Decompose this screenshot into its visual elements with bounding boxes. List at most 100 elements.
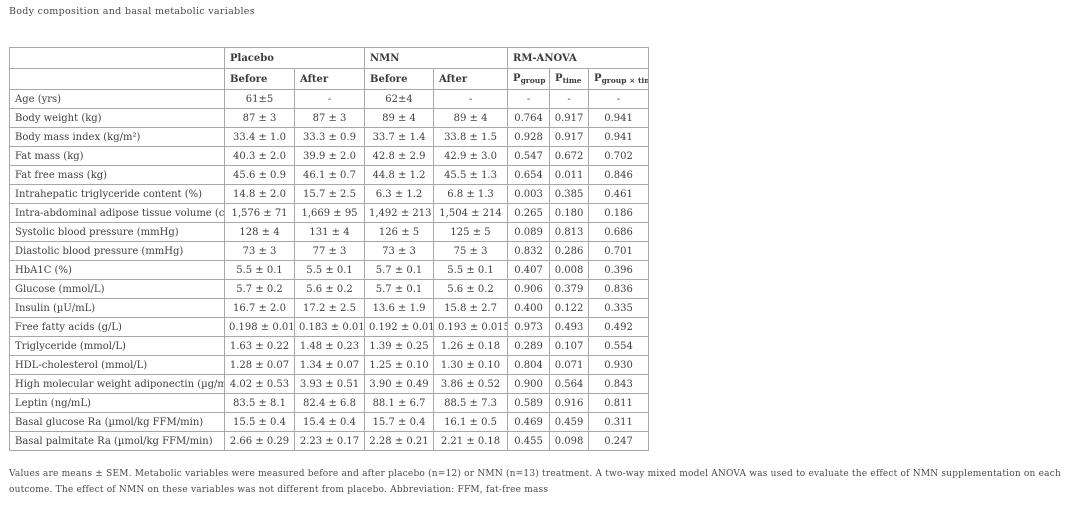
table-row: Fat mass (kg) 40.3 ± 2.0 39.9 ± 2.0 42.8 ± … [9,146,650,166]
row-label: Systolic blood pressure (mmHg) [9,222,225,242]
row-label: Body weight (kg) [9,108,225,128]
cell-value: - [549,89,590,109]
cell-value: 0.335 [588,298,650,318]
cell-value: 0.379 [549,279,590,299]
cell-value: 0.183 ± 0.011 [293,317,366,337]
cell-value: 5.6 ± 0.2 [293,279,366,299]
cell-value: 3.86 ± 0.52 [433,374,509,394]
cell-value: 0.008 [549,260,590,280]
cell-value: 1.63 ± 0.22 [224,336,295,356]
cell-value: 0.461 [588,184,650,204]
cell-value: 0.289 [507,336,551,356]
cell-value: 16.7 ± 2.0 [224,298,295,318]
empty-corner-cell [9,47,225,69]
cell-value: 0.564 [549,374,590,394]
cell-value: 42.9 ± 3.0 [433,146,509,166]
cell-value: 0.396 [588,260,650,280]
cell-value: 0.003 [507,184,551,204]
row-label: Free fatty acids (g/L) [9,317,225,337]
table-row: HDL-cholesterol (mmol/L) 1.28 ± 0.07 1.34 … [9,355,650,375]
cell-value: 0.843 [588,374,650,394]
cell-value: 0.654 [507,165,551,185]
cell-value: 2.23 ± 0.17 [293,431,366,451]
cell-value: 131 ± 4 [293,222,366,242]
table-body: Age (yrs) 61±5-62±4- - - - Body weight (kg) 87… [9,89,650,451]
table-row: Diastolic blood pressure (mmHg) 73 ± 3 77 … [9,241,650,261]
row-label: Glucose (mmol/L) [9,279,225,299]
cell-value: 5.5 ± 0.1 [433,260,509,280]
cell-value: 0.455 [507,431,551,451]
row-label: HDL-cholesterol (mmol/L) [9,355,225,375]
cell-value: 0.011 [549,165,590,185]
cell-value: 0.846 [588,165,650,185]
cell-value: 1,492 ± 213 [364,203,435,223]
cell-value: 0.547 [507,146,551,166]
cell-value: 1.25 ± 0.10 [364,355,435,375]
cell-value: 0.701 [588,241,650,261]
cell-value: 0.186 [588,203,650,223]
cell-value: 73 ± 3 [364,241,435,261]
cell-value: 0.589 [507,393,551,413]
row-label: Basal glucose Ra (µmol/kg FFM/min) [9,412,225,432]
cell-value: 0.930 [588,355,650,375]
col-header-placebo-before: Before [224,68,295,90]
page: Body composition and basal metabolic var… [9,6,1061,495]
row-label: Intra-abdominal adipose tissue volume (c… [9,203,225,223]
cell-value: 2.66 ± 0.29 [224,431,295,451]
cell-value: 42.8 ± 2.9 [364,146,435,166]
sub-header-row: Before After Before After Pgroup Ptime P… [9,68,650,90]
cell-value: 0.906 [507,279,551,299]
cell-value: 0.247 [588,431,650,451]
cell-value: 0.941 [588,108,650,128]
cell-value: 3.93 ± 0.51 [293,374,366,394]
metabolic-variables-table: Placebo NMN RM-ANOVA Before After Before… [9,47,650,451]
table-row: Intrahepatic triglyceride content (%) 14.… [9,184,650,204]
cell-value: 0.459 [549,412,590,432]
cell-value: 0.813 [549,222,590,242]
cell-value: - [433,89,509,109]
cell-value: 33.4 ± 1.0 [224,127,295,147]
table-row: Insulin (µU/mL) 16.7 ± 2.0 17.2 ± 2.5 13.6 … [9,298,650,318]
cell-value: 82.4 ± 6.8 [293,393,366,413]
cell-value: 5.7 ± 0.1 [364,279,435,299]
cell-value: 0.089 [507,222,551,242]
table-row: Glucose (mmol/L) 5.7 ± 0.2 5.6 ± 0.2 5.7 ± … [9,279,650,299]
cell-value: 1.28 ± 0.07 [224,355,295,375]
cell-value: - [588,89,650,109]
cell-value: 6.3 ± 1.2 [364,184,435,204]
cell-value: 73 ± 3 [224,241,295,261]
cell-value: 88.1 ± 6.7 [364,393,435,413]
cell-value: 5.5 ± 0.1 [224,260,295,280]
cell-value: 0.265 [507,203,551,223]
table-row: Body mass index (kg/m²) 33.4 ± 1.0 33.3 ± … [9,127,650,147]
cell-value: 33.7 ± 1.4 [364,127,435,147]
cell-value: 0.917 [549,127,590,147]
cell-value: 0.198 ± 0.018 [224,317,295,337]
cell-value: 87 ± 3 [293,108,366,128]
cell-value: 16.1 ± 0.5 [433,412,509,432]
table-row: Intra-abdominal adipose tissue volume (c… [9,203,650,223]
cell-value: 128 ± 4 [224,222,295,242]
cell-value: 45.6 ± 0.9 [224,165,295,185]
col-header-nmn-after: After [433,68,509,90]
cell-value: 0.407 [507,260,551,280]
table-header: Placebo NMN RM-ANOVA Before After Before… [9,47,650,90]
row-label: Intrahepatic triglyceride content (%) [9,184,225,204]
cell-value: 5.6 ± 0.2 [433,279,509,299]
table-row: Leptin (ng/mL) 83.5 ± 8.1 82.4 ± 6.8 88.1 ±… [9,393,650,413]
row-label: Body mass index (kg/m²) [9,127,225,147]
cell-value: 77 ± 3 [293,241,366,261]
cell-value: 0.071 [549,355,590,375]
cell-value: 0.917 [549,108,590,128]
table-row: HbA1C (%) 5.5 ± 0.1 5.5 ± 0.1 5.7 ± 0.1 5.5 … [9,260,650,280]
cell-value: 0.492 [588,317,650,337]
cell-value: 45.5 ± 1.3 [433,165,509,185]
cell-value: 0.900 [507,374,551,394]
cell-value: 61±5 [224,89,295,109]
cell-value: 13.6 ± 1.9 [364,298,435,318]
cell-value: 0.832 [507,241,551,261]
col-header-p-group-x-time: Pgroup × time [588,68,650,90]
cell-value: 5.7 ± 0.1 [364,260,435,280]
cell-value: 1.26 ± 0.18 [433,336,509,356]
cell-value: 17.2 ± 2.5 [293,298,366,318]
